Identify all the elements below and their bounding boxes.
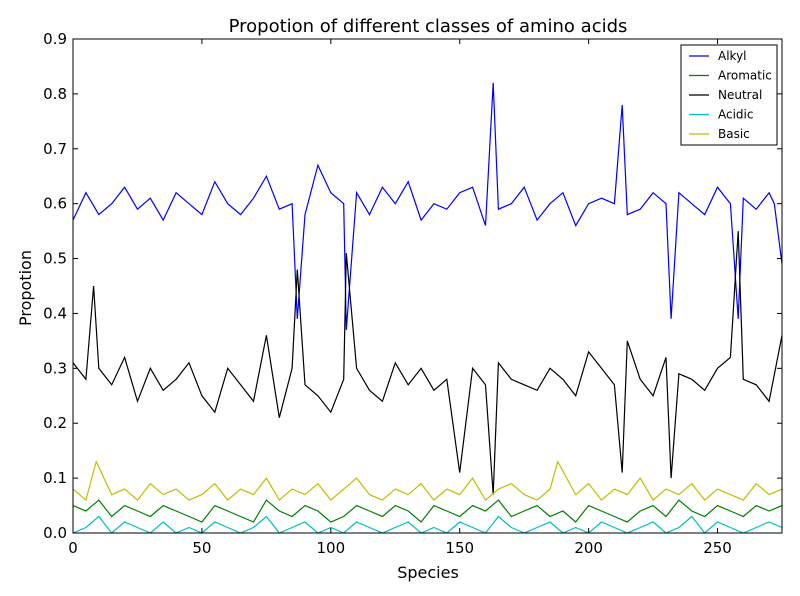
chart-title: Propotion of different classes of amino … [229, 16, 628, 37]
legend-label-neutral: Neutral [718, 88, 762, 102]
x-tick-label: 200 [574, 539, 603, 557]
series-line-acidic [73, 515, 782, 533]
x-tick-label: 150 [445, 539, 474, 557]
series-line-neutral [73, 231, 782, 495]
y-tick-label: 0.7 [43, 140, 67, 158]
y-tick-label: 0.5 [43, 250, 67, 268]
y-tick-label: 0.1 [43, 469, 67, 487]
y-tick-label: 0.8 [43, 85, 67, 103]
y-tick-label: 0.4 [43, 304, 67, 322]
x-tick-label: 0 [68, 539, 78, 557]
series-line-alkyl [73, 82, 782, 330]
plot-frame [72, 38, 783, 534]
y-tick-label: 0.3 [43, 359, 67, 377]
y-tick-label: 0.0 [43, 524, 67, 542]
legend-label-acidic: Acidic [718, 108, 753, 122]
legend-label-aromatic: Aromatic [718, 69, 772, 83]
plot-area [72, 38, 783, 534]
x-tick-label: 50 [192, 539, 211, 557]
y-tick-label: 0.2 [43, 414, 67, 432]
series-line-basic [73, 459, 782, 502]
y-tick-label: 0.6 [43, 195, 67, 213]
legend-label-basic: Basic [718, 127, 750, 141]
y-tick-label: 0.9 [43, 30, 67, 48]
x-axis-label: Species [397, 563, 459, 582]
series-line-aromatic [73, 499, 782, 523]
axis-ticks: 0 50 100 150 200 250 0.0 0.1 0.2 0.3 0.4 0.5 0.6 0.7 0… [43, 30, 782, 557]
x-tick-label: 100 [316, 539, 345, 557]
x-tick-label: 250 [703, 539, 732, 557]
legend-label-alkyl: Alkyl [718, 49, 747, 63]
y-axis-label: Propotion [16, 250, 35, 326]
legend: Alkyl Aromatic Neutral Acidic Basic [680, 44, 778, 146]
series-lines [73, 82, 782, 533]
